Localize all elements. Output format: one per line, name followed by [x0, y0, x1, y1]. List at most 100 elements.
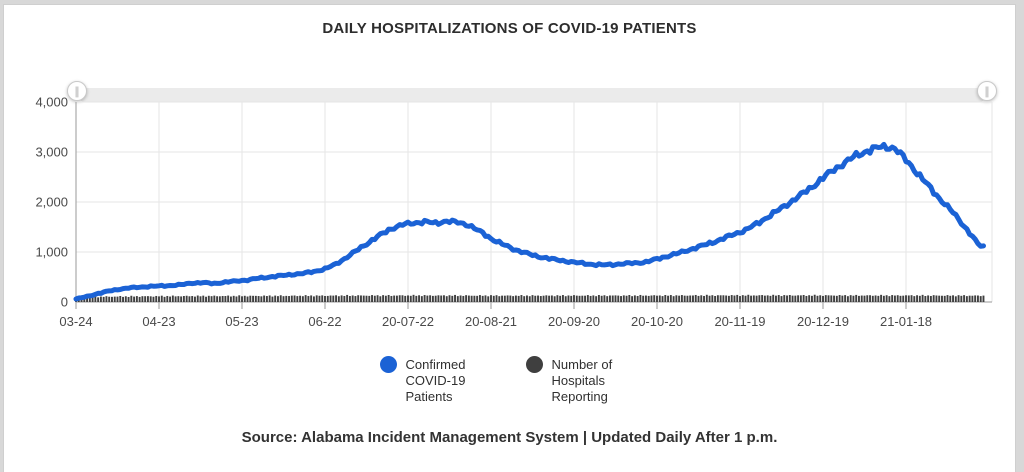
hospitals-bar [910, 295, 913, 302]
hospitals-bar [548, 295, 551, 302]
legend-item-confirmed-patients: Confirmed COVID-19 Patients [379, 356, 494, 405]
hospitals-bar [631, 296, 634, 302]
hospitals-bar [614, 295, 617, 302]
hospitals-bar [658, 295, 661, 302]
hospitals-bar [974, 295, 977, 302]
x-tick-label: 20-10-20 [631, 314, 683, 329]
hospitals-bar [368, 295, 371, 302]
hospitals-bar [573, 295, 575, 302]
hospitals-bar [343, 295, 346, 302]
hospitals-bar [124, 296, 127, 302]
hospitals-bar [780, 296, 783, 302]
hospitals-bar [290, 295, 293, 302]
hospitals-bar [105, 296, 108, 302]
hospitals-bar [855, 294, 858, 302]
hospitals-bar [625, 295, 628, 302]
y-tick-label: 0 [61, 295, 68, 310]
hospitals-bar [564, 296, 567, 302]
hospitals-bar [880, 294, 883, 302]
hospitals-bar [401, 295, 404, 302]
hospitals-bar [755, 295, 758, 302]
hospitals-bar [636, 296, 639, 302]
hospitals-bar [113, 296, 116, 302]
time-range-slider-track[interactable] [78, 88, 986, 102]
hospitals-bar [976, 295, 979, 302]
hospitals-bar [711, 295, 714, 302]
hospitals-bar [705, 294, 708, 302]
hospitals-bar [221, 295, 224, 302]
x-tick-label: 20-07-22 [382, 314, 434, 329]
hospitals-bar [473, 295, 476, 302]
hospitals-bar [692, 295, 694, 302]
x-tick-label: 06-22 [308, 314, 341, 329]
hospitals-bar [617, 295, 620, 302]
hospitals-bar [462, 295, 465, 302]
hospitals-bar [91, 297, 94, 302]
y-tick-label: 2,000 [35, 195, 68, 210]
hospitals-bar [257, 296, 260, 302]
hospitals-bar [329, 295, 332, 302]
hospitals-bar [210, 296, 213, 302]
hospitals-bar [750, 295, 753, 302]
hospitals-bar [805, 295, 808, 302]
hospitals-bar [744, 295, 747, 302]
hospitals-bar [927, 295, 930, 302]
time-range-slider-left-handle[interactable]: ∥ [67, 81, 87, 101]
hospitals-bar [443, 295, 445, 302]
x-tick-label: 20-12-19 [797, 314, 849, 329]
hospitals-bar [246, 296, 249, 302]
hospitals-bar [326, 295, 329, 302]
hospitals-bar [794, 295, 797, 302]
hospitals-bar [921, 294, 924, 302]
hospitals-bar [954, 296, 957, 302]
hospitals-bar [905, 295, 907, 302]
hospitals-bar [503, 295, 506, 302]
hospitals-bar [849, 295, 852, 302]
hospitals-bar [467, 295, 470, 302]
hospitals-bar [277, 296, 279, 302]
hospitals-bar [337, 296, 340, 302]
hospitals-bar [263, 295, 266, 302]
hospitals-bar [423, 295, 426, 302]
hospitals-bar [152, 296, 155, 302]
x-tick-label: 21-01-18 [880, 314, 932, 329]
hospitals-bar [689, 295, 692, 302]
hospitals-bar [271, 296, 274, 302]
hospitals-bar [891, 295, 894, 302]
hospitals-bar [310, 295, 313, 302]
hospitals-bar [166, 295, 169, 302]
hospitals-bar [487, 296, 490, 302]
hospitals-bar [589, 295, 592, 302]
hospitals-bar [559, 295, 562, 302]
hospitals-bar [739, 296, 741, 302]
x-tick-label: 20-08-21 [465, 314, 517, 329]
time-range-slider-right-handle[interactable]: ∥ [977, 81, 997, 101]
hospitals-bar [960, 295, 963, 302]
hospitals-bar [404, 295, 407, 302]
page-title: DAILY HOSPITALIZATIONS OF COVID-19 PATIE… [322, 20, 697, 37]
hospitals-bar [108, 296, 111, 302]
hospitals-bar [456, 296, 459, 302]
hospitals-bar [409, 295, 412, 302]
hospitals-bar [963, 295, 966, 302]
hospitals-bar [268, 295, 271, 302]
hospitals-bar [346, 294, 349, 302]
hospitals-bar [866, 295, 869, 302]
hospitals-bar [946, 295, 949, 302]
hospitals-bar [567, 295, 570, 302]
hospitals-bar [578, 295, 581, 302]
hospitals-bar [144, 296, 147, 302]
hospitals-bar [490, 295, 492, 302]
hospitals-bar [600, 295, 603, 302]
hospitals-bar [238, 295, 241, 302]
hospitals-bar [545, 295, 548, 302]
hospitals-bar [509, 295, 512, 302]
hospitals-bar [938, 295, 941, 302]
hospitals-bar [514, 295, 517, 302]
hospitals-bar [149, 296, 152, 302]
hospitals-bar [858, 295, 860, 302]
hospitals-bar [669, 295, 672, 302]
hospitals-bar [799, 295, 802, 302]
hospitals-bar [808, 295, 811, 302]
hospitals-bar [907, 295, 910, 302]
